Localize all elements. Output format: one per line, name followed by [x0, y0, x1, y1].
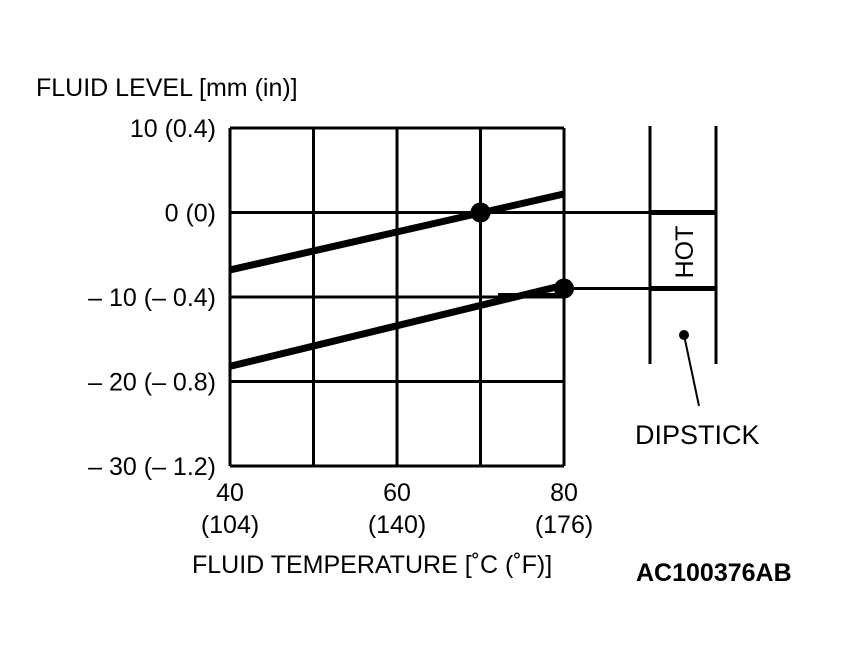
x-tick-sublabel: (140) [368, 511, 426, 539]
y-tick-label: – 10 (– 0.4) [88, 284, 216, 312]
x-tick-sublabel: (176) [535, 511, 593, 539]
dipstick-label: DIPSTICK [635, 420, 760, 450]
chart-series [229, 190, 565, 370]
series-line-1 [229, 190, 565, 274]
y-tick-label: 10 (0.4) [130, 115, 216, 143]
dipstick-pointer-line [683, 334, 700, 407]
y-tick-label: – 20 (– 0.8) [88, 369, 216, 397]
hot-zone-label: HOT [671, 226, 699, 279]
y-axis-label: FLUID LEVEL [mm (in)] [36, 74, 298, 102]
x-axis-label: FLUID TEMPERATURE [˚C (˚F)] [192, 551, 552, 579]
data-point-marker-2 [554, 278, 574, 299]
series-line-2 [229, 281, 565, 370]
chart-markers [470, 202, 574, 299]
y-tick-label: – 30 (– 1.2) [88, 453, 216, 481]
reference-lines [498, 211, 650, 297]
figure-code: AC100376AB [636, 559, 792, 587]
dipstick-diagram: HOT DIPSTICK [635, 126, 760, 450]
tick-labels: 10 (0.4) 0 (0) – 10 (– 0.4) – 20 (– 0.8) – 3… [88, 115, 593, 539]
x-tick-label: 80 [550, 479, 578, 507]
x-tick-label: 40 [216, 479, 244, 507]
data-point-marker-1 [470, 202, 491, 223]
x-tick-sublabel: (104) [201, 511, 259, 539]
y-tick-label: 0 (0) [165, 200, 216, 228]
x-tick-label: 60 [383, 479, 411, 507]
